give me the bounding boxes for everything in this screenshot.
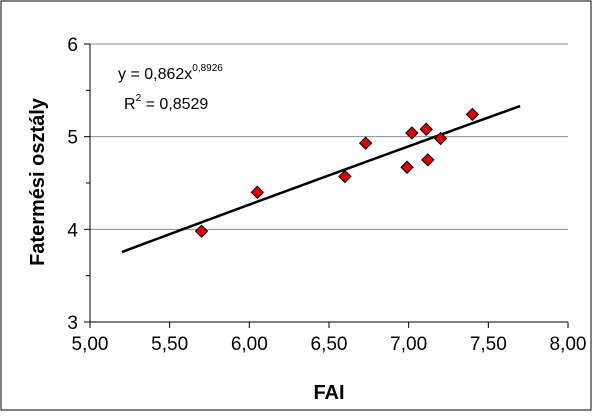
x-tick-label: 7,50 <box>470 334 507 355</box>
x-axis-title: FAI <box>313 382 344 404</box>
y-tick-label: 3 <box>67 313 78 334</box>
data-point <box>421 153 435 167</box>
data-point <box>400 160 414 174</box>
x-tick-label: 8,00 <box>550 334 587 355</box>
data-point <box>433 131 448 146</box>
trendline <box>121 104 521 254</box>
tick-label-layer: 5,00 5,50 6,00 6,50 7,00 7,50 8,00 3 4 5 6 <box>67 35 586 355</box>
data-point <box>250 185 265 199</box>
data-point <box>419 122 433 136</box>
y-tick-label: 4 <box>67 220 78 241</box>
x-tick-label: 6,00 <box>231 334 268 355</box>
data-point <box>338 169 352 184</box>
x-tick-label: 7,00 <box>390 334 427 355</box>
x-tick-label: 5,50 <box>151 334 188 355</box>
data-point <box>465 107 480 122</box>
trendline-layer <box>121 104 521 254</box>
data-point <box>358 136 373 150</box>
data-point-layer <box>194 107 480 238</box>
r-squared-label: R2 = 0,8529 <box>124 93 208 113</box>
y-tick-label: 6 <box>67 35 78 56</box>
trendline-equation: y = 0,862x0,8926 <box>118 63 223 83</box>
axis-layer <box>84 43 569 328</box>
y-axis-title: Fatermési osztály <box>27 97 49 266</box>
data-point <box>194 224 209 238</box>
y-tick-label: 5 <box>67 128 78 149</box>
data-point <box>405 126 419 140</box>
x-tick-label: 6,50 <box>311 334 348 355</box>
x-tick-label: 5,00 <box>72 334 109 355</box>
grid-layer <box>90 43 568 230</box>
